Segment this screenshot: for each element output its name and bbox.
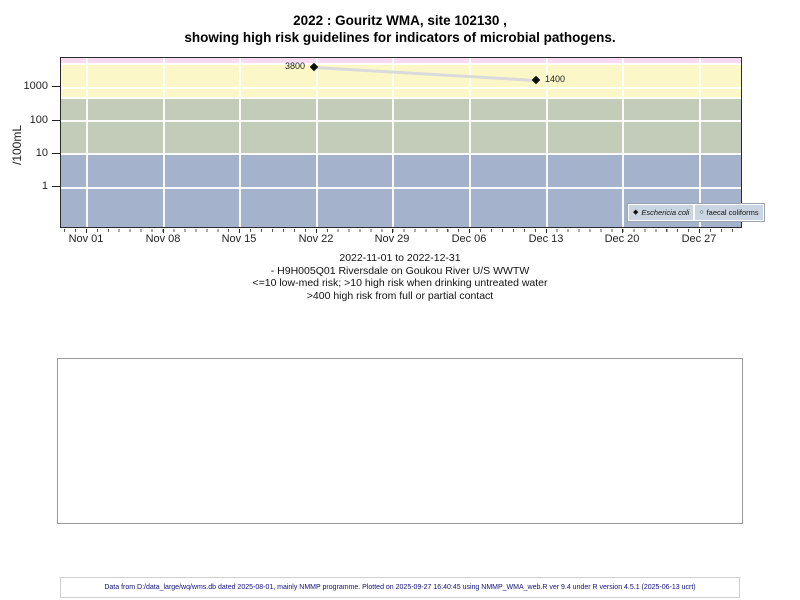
empty-plot-panel (57, 358, 743, 524)
x-tick-label: Nov 29 (374, 233, 410, 245)
y-tick (52, 120, 60, 121)
caption-risk-note-1: <=10 low-med risk; >10 high risk when dr… (252, 277, 548, 290)
x-tick (86, 229, 87, 233)
x-tick-label: Dec 06 (451, 233, 487, 245)
gridline-h-band-top (61, 63, 741, 65)
y-tick (52, 153, 60, 154)
x-tick-label: Nov 01 (68, 233, 104, 245)
risk-band-very-high (61, 58, 741, 64)
x-tick-label: Nov 08 (145, 233, 181, 245)
caption-risk-note-2: >400 high risk from full or partial cont… (306, 290, 494, 303)
x-minor-ticks (64, 229, 743, 232)
x-tick (622, 229, 623, 233)
x-tick (546, 229, 547, 233)
x-tick-label: Dec 20 (604, 233, 640, 245)
footer-text: Data from D:/data_large/wq/wms.db dated … (104, 584, 696, 591)
gridline-h-1 (61, 187, 741, 189)
gridline-v-dec06 (469, 58, 471, 227)
risk-band-medium (61, 98, 741, 154)
gridline-v-nov29 (392, 58, 394, 227)
gridline-h-1000 (61, 86, 741, 89)
chart-title-line1: 2022 : Gouritz WMA, site 102130 , (293, 13, 507, 28)
chart-title: 2022 : Gouritz WMA, site 102130 , showin… (0, 13, 800, 46)
gridline-v-dec20 (622, 58, 624, 227)
footer: Data from D:/data_large/wq/wms.db dated … (60, 577, 740, 598)
y-tick (52, 86, 60, 87)
chart-title-line2: showing high risk guidelines for indicat… (184, 29, 616, 45)
legend-label: Eschericia coli (641, 208, 690, 217)
data-point-label: 1400 (545, 74, 566, 84)
x-tick (699, 229, 700, 233)
gridline-v-nov08 (163, 58, 165, 227)
data-point-label: 3800 (284, 61, 305, 71)
x-tick-label: Nov 22 (298, 233, 334, 245)
gridline-v-nov01 (86, 58, 88, 227)
plot-area: 3800 1400 ◆ Eschericia coli ○ faecal col… (60, 57, 764, 228)
x-tick-label: Dec 13 (528, 233, 564, 245)
gridline-h-10 (61, 153, 741, 155)
y-tick (52, 186, 60, 187)
x-tick (316, 229, 317, 233)
caption-site: - H9H005Q01 Riversdale on Goukou River U… (270, 264, 530, 277)
y-tick-label: 10 (35, 147, 48, 159)
gridline-h-400 (61, 97, 741, 99)
legend-item-ecoli: ◆ Eschericia coli (628, 204, 695, 221)
x-tick-label: Dec 27 (681, 233, 717, 245)
legend-label: faecal coliforms (706, 208, 759, 217)
caption-date-range: 2022-11-01 to 2022-12-31 (339, 252, 461, 264)
open-circle-icon: ○ (699, 209, 704, 216)
x-tick-label: Nov 15 (221, 233, 257, 245)
x-tick (469, 229, 470, 233)
x-tick (163, 229, 164, 233)
risk-band-low (61, 154, 741, 227)
gridline-v-nov22 (316, 58, 318, 227)
filled-diamond-icon: ◆ (633, 209, 639, 216)
x-tick (392, 229, 393, 233)
gridline-v-dec27 (699, 58, 701, 227)
legend: ◆ Eschericia coli ○ faecal coliforms (628, 204, 764, 221)
gridline-v-dec13 (546, 58, 548, 227)
legend-item-faecal-coliforms: ○ faecal coliforms (694, 204, 764, 221)
y-tick-label: 100 (29, 114, 48, 126)
y-tick-label: 1000 (23, 80, 48, 92)
gridline-v-nov15 (239, 58, 241, 227)
x-tick (239, 229, 240, 233)
gridline-h-100 (61, 120, 741, 122)
y-tick-label: 1 (41, 180, 48, 192)
risk-band-high (61, 64, 741, 98)
chart-caption: 2022-11-01 to 2022-12-31 - H9H005Q01 Riv… (0, 252, 800, 303)
